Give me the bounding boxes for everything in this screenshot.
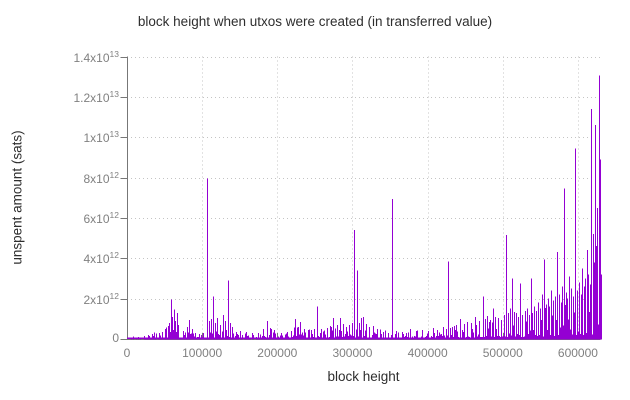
x-tick-label: 500000 <box>482 346 523 360</box>
y-tick-label: 8x1012 <box>83 169 120 186</box>
y-tick-exponent: 12 <box>109 169 119 180</box>
x-tick-label: 400000 <box>407 346 448 360</box>
y-tick-label: 4x1012 <box>83 250 120 267</box>
x-tick-label: 300000 <box>332 346 373 360</box>
chart-title: block height when utxos were created (in… <box>137 14 493 29</box>
x-axis-title: block height <box>327 369 400 384</box>
y-tick-exponent: 12 <box>109 250 119 261</box>
y-tick-label: 0 <box>112 331 119 345</box>
y-tick-exponent: 13 <box>109 48 119 59</box>
y-tick-exponent: 12 <box>109 209 119 220</box>
x-tick-label: 200000 <box>257 346 298 360</box>
y-tick-exponent: 13 <box>109 129 119 140</box>
y-tick-exponent: 12 <box>109 290 119 301</box>
y-tick-label: 1x1013 <box>83 129 120 146</box>
y-tick-label: 1.4x1013 <box>73 48 120 65</box>
y-tick-exponent: 13 <box>109 88 119 99</box>
x-tick-label: 100000 <box>182 346 223 360</box>
y-tick-label: 6x1012 <box>83 209 120 226</box>
x-tick-label: 0 <box>123 346 131 360</box>
y-tick-label: 2x1012 <box>83 290 120 307</box>
x-tick-label: 600000 <box>557 346 598 360</box>
y-tick-label: 1.2x1013 <box>73 88 120 105</box>
